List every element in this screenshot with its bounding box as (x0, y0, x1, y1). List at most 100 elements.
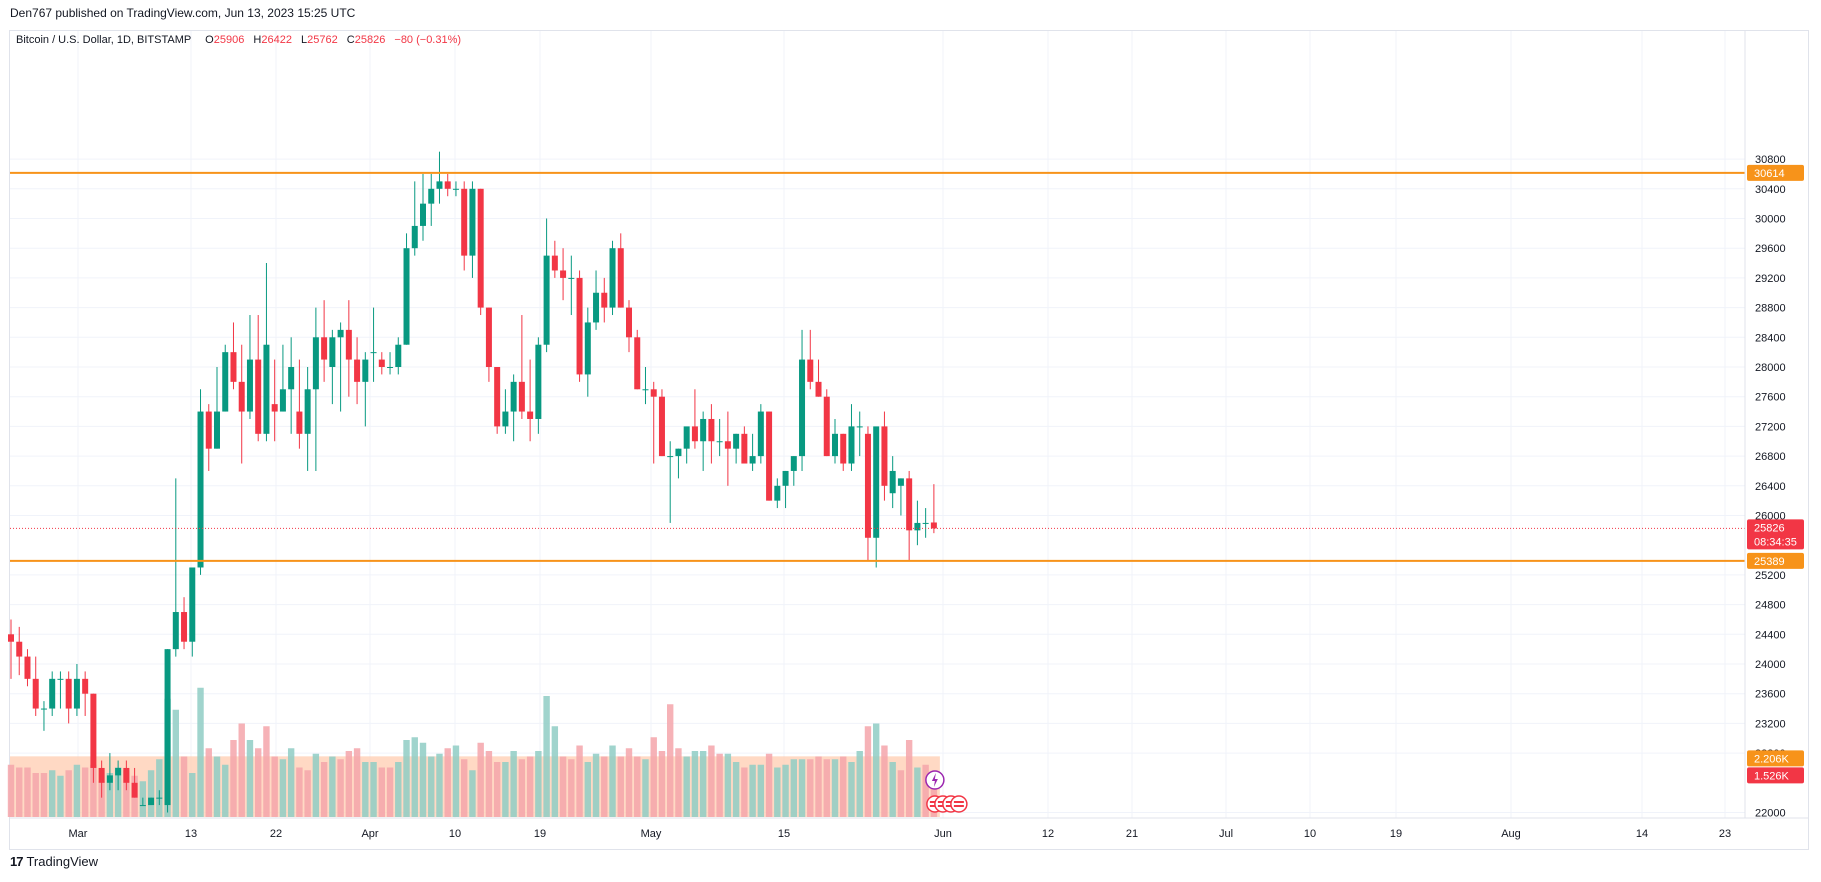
volume-bar (172, 709, 179, 817)
time-tick-label: 12 (1042, 828, 1054, 840)
volume-bar (271, 756, 278, 817)
candle-body (848, 426, 855, 464)
volume-bar (576, 745, 583, 817)
candle-body (354, 359, 361, 382)
volume-bar (757, 764, 765, 817)
volume-bar (691, 751, 699, 817)
volume-bar (287, 748, 295, 817)
volume-bar (848, 762, 855, 817)
candle-body (593, 292, 600, 323)
candle-body (49, 678, 56, 709)
volume-bar (765, 753, 773, 817)
candle-body (395, 344, 402, 367)
candle-body (700, 418, 707, 442)
candle-body (922, 522, 929, 524)
volume-badge-text: 1.526K (1754, 770, 1790, 782)
candle-body (98, 767, 105, 783)
volume-bar (724, 753, 732, 817)
price-tick-label: 28000 (1755, 362, 1786, 374)
candle-body (757, 411, 764, 457)
volume-bar (667, 704, 674, 817)
candle-body (370, 352, 377, 354)
lightning-bolt-icon (931, 773, 938, 787)
candle-body (148, 797, 155, 806)
price-tick-label: 23600 (1755, 689, 1786, 701)
volume-bar (922, 764, 929, 817)
candle-body (543, 255, 550, 345)
event-icons (925, 770, 968, 813)
candle-body (444, 181, 451, 189)
volume-bar (378, 767, 385, 817)
candle-body (502, 411, 509, 427)
volume-bar (864, 726, 872, 817)
resistance-badge-bg (1747, 164, 1804, 181)
volume-bar (798, 759, 806, 817)
candle-body (889, 470, 896, 494)
volume-bar (49, 770, 56, 817)
volume-bar (24, 767, 31, 817)
volume-bar (246, 740, 254, 817)
time-tick-label: Jul (1219, 828, 1233, 840)
candle-body (906, 478, 913, 531)
candle-body (749, 456, 756, 464)
volume-bar (81, 767, 89, 817)
candle-body (551, 255, 558, 271)
candle-body (115, 767, 122, 776)
time-tick-label: 19 (1390, 828, 1402, 840)
volume-bar (485, 751, 493, 817)
candle-body (766, 411, 773, 501)
volume-bar (502, 762, 509, 817)
candle-body (189, 567, 196, 642)
volume-bar (189, 773, 196, 817)
volume-bar (905, 740, 913, 817)
chart-frame (9, 30, 1809, 850)
volume-bar (296, 767, 303, 817)
candle-body (230, 352, 237, 382)
volume-bar (32, 773, 39, 817)
time-tick-label: 14 (1636, 828, 1648, 840)
candle-body (510, 381, 517, 412)
volume-bar (914, 767, 921, 817)
volume-bar (856, 751, 863, 817)
candle-body (131, 782, 138, 798)
volume-bar (230, 740, 237, 817)
candle-body (304, 389, 311, 434)
candle-body (32, 678, 39, 709)
candle-body (675, 448, 682, 457)
volume-bar (699, 751, 707, 817)
tradingview-footer[interactable]: 17 TradingView (10, 854, 98, 869)
volume-bar (650, 737, 657, 817)
candle-body (527, 411, 534, 419)
last-price-badge-text: 08:34:35 (1754, 536, 1797, 548)
change-value: −80 (−0.31%) (394, 34, 462, 46)
volume-bar (197, 687, 204, 817)
volume-bar (782, 764, 789, 817)
volume-bar (873, 723, 880, 817)
volume-bar (114, 767, 122, 817)
volume-bar (741, 767, 748, 817)
candle-body (321, 337, 328, 360)
us-flag-event-icon (950, 795, 968, 813)
candle-body (296, 411, 303, 434)
high-key: H (253, 34, 262, 46)
volume-bar (716, 753, 723, 817)
price-tick-label: 27200 (1755, 421, 1786, 433)
volume-ma-badge-text: 2.206K (1754, 753, 1790, 765)
candle-body (914, 522, 921, 531)
candle-body (420, 203, 426, 226)
time-tick-label: 13 (185, 828, 197, 840)
volume-bar (238, 723, 245, 817)
tradingview-brand: TradingView (26, 854, 99, 869)
candle-body (214, 411, 220, 449)
candle-body (683, 426, 690, 449)
volume-bar (106, 773, 114, 817)
candle-body (560, 270, 567, 278)
chart-legend: Bitcoin / U.S. Dollar, 1D, BITSTAMP O259… (16, 34, 467, 46)
price-tick-label: 24800 (1755, 600, 1786, 612)
candle-body (691, 426, 698, 442)
volume-bar (889, 762, 896, 817)
price-tick-label: 29200 (1755, 273, 1786, 285)
time-tick-label: 19 (534, 828, 546, 840)
candle-body (733, 433, 740, 449)
